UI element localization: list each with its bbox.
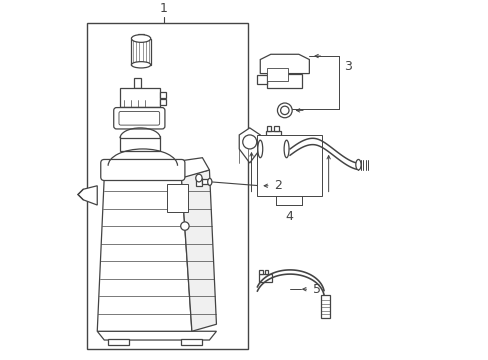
Polygon shape — [239, 128, 260, 163]
Ellipse shape — [131, 35, 150, 42]
Polygon shape — [78, 186, 97, 205]
Ellipse shape — [257, 140, 262, 158]
Polygon shape — [260, 54, 309, 73]
Bar — [138, 34, 143, 39]
Bar — [264, 270, 268, 274]
Bar — [258, 274, 271, 282]
Text: 4: 4 — [285, 210, 292, 223]
Bar — [320, 295, 330, 318]
Ellipse shape — [195, 174, 202, 182]
Bar — [265, 131, 281, 140]
Bar — [120, 138, 160, 151]
Bar — [167, 184, 188, 212]
FancyBboxPatch shape — [101, 159, 184, 180]
Bar — [260, 140, 286, 158]
Polygon shape — [181, 170, 216, 331]
Text: 2: 2 — [274, 179, 282, 192]
Bar — [256, 135, 321, 196]
Circle shape — [242, 135, 256, 149]
Polygon shape — [267, 68, 288, 81]
Text: 3: 3 — [344, 60, 351, 73]
Ellipse shape — [280, 106, 288, 114]
Polygon shape — [97, 177, 191, 331]
Bar — [134, 78, 141, 87]
Polygon shape — [120, 87, 160, 107]
Polygon shape — [256, 75, 267, 84]
Ellipse shape — [207, 179, 211, 185]
FancyBboxPatch shape — [119, 112, 159, 125]
Bar — [195, 178, 202, 186]
Bar — [259, 270, 262, 274]
Text: 5: 5 — [312, 283, 320, 296]
Bar — [267, 126, 271, 131]
Polygon shape — [118, 161, 184, 177]
Polygon shape — [178, 158, 209, 177]
Bar — [181, 339, 202, 345]
Circle shape — [181, 222, 189, 230]
Bar — [86, 23, 247, 349]
FancyBboxPatch shape — [114, 108, 164, 129]
Bar — [131, 39, 150, 65]
Bar — [160, 99, 165, 105]
Ellipse shape — [284, 140, 288, 158]
Bar — [202, 179, 209, 184]
Bar — [274, 126, 278, 131]
Bar — [160, 92, 165, 98]
Ellipse shape — [277, 103, 292, 118]
Bar — [107, 339, 128, 345]
Ellipse shape — [355, 159, 360, 170]
Polygon shape — [97, 331, 216, 340]
Polygon shape — [267, 73, 302, 87]
Ellipse shape — [131, 62, 150, 68]
Text: 1: 1 — [160, 2, 167, 15]
